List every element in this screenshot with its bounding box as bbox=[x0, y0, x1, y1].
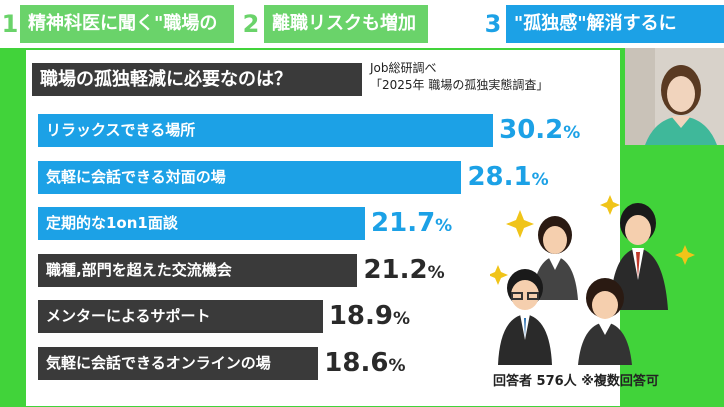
bar-3-value: 21.7% bbox=[371, 207, 452, 243]
bar-3-value-number: 21.7 bbox=[371, 208, 436, 238]
bar-6-value-unit: % bbox=[388, 355, 406, 376]
tab-1-label: 精神科医に聞く"職場の孤独感" bbox=[19, 5, 234, 72]
tab-1: 1 精神科医に聞く"職場の孤独感" bbox=[0, 0, 234, 72]
tab-2: 2 離職リスクも増加 bbox=[238, 0, 474, 48]
bar-4-value-number: 21.2 bbox=[363, 254, 428, 285]
bar-2-value-unit: % bbox=[531, 169, 549, 190]
bar-2-value: 28.1% bbox=[467, 161, 548, 197]
presenter-photo bbox=[625, 48, 724, 145]
chart-title: 職場の孤独軽減に必要なのは？ bbox=[32, 63, 362, 96]
bar-6-value: 18.6% bbox=[324, 347, 405, 383]
header-tabs: 1 精神科医に聞く"職場の孤独感" 2 離職リスクも増加 3 "孤独感"解消する… bbox=[0, 0, 724, 72]
tab-3-number: 3 bbox=[484, 10, 502, 38]
bar-4-value: 21.2% bbox=[363, 254, 444, 290]
bar-5: メンターによるサポート bbox=[38, 300, 323, 333]
bar-1-value-number: 30.2 bbox=[499, 115, 564, 145]
source-line-2: 「2025年 職場の孤独実態調査」 bbox=[370, 78, 549, 92]
tab-2-number: 2 bbox=[242, 10, 260, 38]
source-note: Job総研調べ 「2025年 職場の孤独実態調査」 bbox=[370, 60, 548, 94]
tab-2-label: 離職リスクも増加 bbox=[264, 5, 428, 43]
bar-2-value-number: 28.1 bbox=[467, 161, 532, 192]
bar-4: 職種,部門を超えた交流機会 bbox=[38, 253, 358, 287]
bar-3-value-unit: % bbox=[435, 216, 453, 236]
bar-5-value-number: 18.9 bbox=[328, 301, 393, 331]
bar-6: 気軽に会話できるオンラインの場 bbox=[38, 346, 319, 380]
tab-1-number: 1 bbox=[1, 10, 19, 38]
tab-3-label: "孤独感"解消するには？ bbox=[505, 5, 724, 72]
bar-5-value: 18.9% bbox=[329, 300, 410, 336]
bar-1-value: 30.2% bbox=[499, 114, 580, 150]
business-people-illustration bbox=[488, 190, 700, 365]
bar-4-value-unit: % bbox=[427, 262, 445, 283]
source-line-1: Job総研調べ bbox=[370, 61, 437, 75]
bar-5-value-unit: % bbox=[392, 309, 411, 329]
tab-3: 3 "孤独感"解消するには？ bbox=[480, 0, 724, 72]
bar-2: 気軽に会話できる対面の場 bbox=[38, 160, 462, 194]
bar-1: リラックスできる場所 bbox=[38, 114, 494, 147]
bar-6-value-number: 18.6 bbox=[324, 347, 389, 378]
respondent-footnote: 回答者 576人 ※複数回答可 bbox=[493, 374, 659, 389]
bar-1-value-unit: % bbox=[563, 123, 581, 143]
bar-3: 定期的な1on1面談 bbox=[38, 207, 366, 240]
